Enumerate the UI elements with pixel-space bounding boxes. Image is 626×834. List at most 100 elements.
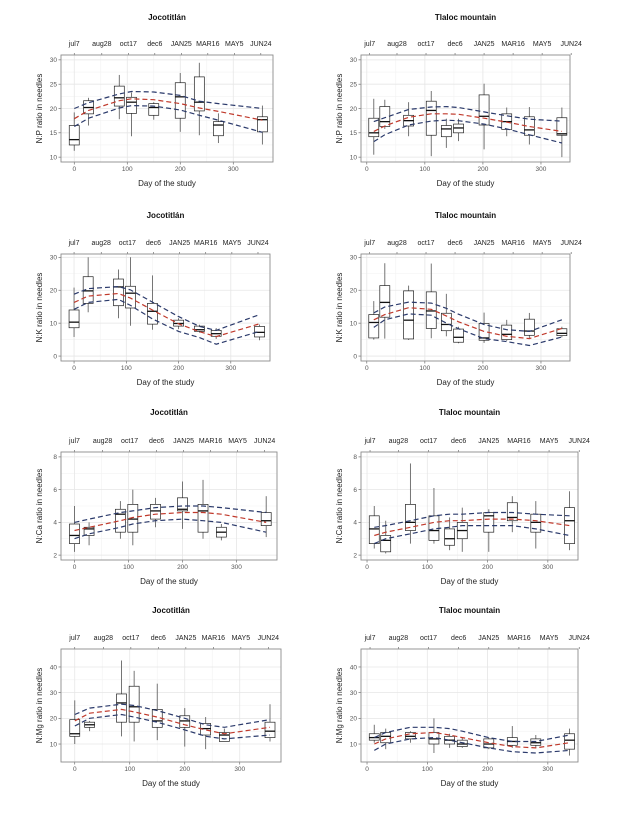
box-iqr bbox=[115, 508, 126, 533]
x-axis-label: Day of the study bbox=[138, 179, 196, 188]
fit-line bbox=[374, 731, 570, 749]
x-tick-label: 0 bbox=[73, 564, 77, 571]
x-tick-label: 200 bbox=[482, 564, 493, 571]
chart-panel-nmg-tlaloc: Tlaloc mountain jul7 aug28 oct17 dec6 JAN25 MA… bbox=[335, 606, 590, 788]
chart-title: Tlaloc mountain bbox=[439, 408, 500, 417]
y-tick-label: 10 bbox=[350, 741, 358, 748]
top-axis-label: oct17 bbox=[122, 635, 139, 642]
top-axis-label: oct17 bbox=[121, 438, 138, 445]
plot-area bbox=[61, 254, 270, 361]
box-iqr bbox=[368, 515, 380, 544]
chart-panel-nk-tlaloc: Tlaloc mountain jul7 aug28 oct17 dec6 JAN25 MA… bbox=[335, 211, 582, 387]
top-axis-label: JUN24 bbox=[254, 438, 276, 445]
box-iqr bbox=[425, 291, 437, 329]
top-axis-label: aug28 bbox=[93, 438, 113, 445]
boxplot bbox=[425, 90, 437, 157]
top-axis-label: JAN25 bbox=[169, 240, 190, 247]
y-tick-label: 20 bbox=[350, 106, 358, 113]
plot-area bbox=[361, 254, 570, 361]
fit-line bbox=[73, 292, 260, 338]
top-axis-label: dec6 bbox=[447, 240, 462, 247]
top-axis-label: dec6 bbox=[451, 635, 466, 642]
chart-title: Jocotitlán bbox=[152, 606, 190, 615]
boxplot bbox=[260, 496, 272, 538]
boxplot bbox=[126, 92, 137, 137]
box-iqr bbox=[380, 535, 392, 553]
plot-frame bbox=[60, 648, 282, 763]
box-iqr bbox=[506, 502, 518, 522]
y-tick-label: 20 bbox=[350, 716, 358, 723]
y-tick-label: 20 bbox=[50, 288, 58, 295]
x-tick-label: 100 bbox=[124, 766, 135, 773]
top-axis-label: JUN24 bbox=[569, 635, 591, 642]
top-axis-label: jul7 bbox=[68, 635, 80, 642]
fit-line bbox=[373, 113, 562, 132]
x-tick-label: 100 bbox=[422, 564, 433, 571]
x-tick-label: 100 bbox=[121, 365, 132, 372]
y-tick-label: 0 bbox=[53, 353, 57, 360]
boxplot bbox=[264, 704, 276, 742]
chart-panel-nca-tlaloc: Tlaloc mountain jul7 aug28 oct17 dec6 JAN25 MA… bbox=[335, 408, 590, 586]
box-iqr bbox=[113, 278, 124, 307]
y-axis-label: N:Ca ratio in needles bbox=[335, 469, 344, 544]
boxplot bbox=[125, 257, 136, 326]
top-axis-label: JAN25 bbox=[173, 438, 194, 445]
boxplot bbox=[69, 506, 80, 552]
boxplot bbox=[405, 463, 416, 544]
fit-line bbox=[73, 98, 263, 121]
top-axis-label: MAY5 bbox=[232, 635, 251, 642]
box-iqr bbox=[193, 76, 205, 112]
y-tick-label: 15 bbox=[50, 130, 58, 137]
gridlines bbox=[361, 452, 578, 560]
boxplot bbox=[403, 102, 414, 137]
x-tick-label: 200 bbox=[179, 766, 190, 773]
box-iqr bbox=[254, 326, 265, 338]
y-tick-label: 20 bbox=[50, 716, 58, 723]
top-axis-label: MAR16 bbox=[196, 41, 219, 48]
x-tick-label: 0 bbox=[72, 166, 76, 173]
box-iqr bbox=[478, 94, 490, 126]
boxplot bbox=[453, 326, 464, 344]
box-iqr bbox=[405, 504, 416, 531]
top-axis-label: JAN25 bbox=[175, 635, 196, 642]
boxplot bbox=[69, 700, 81, 745]
boxplot bbox=[219, 728, 230, 742]
y-tick-label: 10 bbox=[350, 154, 358, 161]
x-tick-label: 100 bbox=[419, 365, 430, 372]
chart-title: Jocotitlán bbox=[148, 13, 186, 22]
top-axis-label: oct17 bbox=[420, 635, 437, 642]
boxplot bbox=[556, 326, 568, 338]
top-axis-label: JAN25 bbox=[474, 41, 495, 48]
box-iqr bbox=[564, 507, 575, 544]
boxplot bbox=[68, 112, 80, 151]
y-tick-label: 25 bbox=[350, 81, 358, 88]
box-iqr bbox=[257, 116, 268, 133]
top-axis-label: JUN24 bbox=[247, 240, 269, 247]
box-iqr bbox=[368, 117, 380, 138]
boxplot bbox=[213, 113, 224, 144]
boxplot bbox=[177, 481, 188, 529]
ci-lower-line bbox=[74, 713, 271, 740]
plot-frame bbox=[360, 451, 579, 561]
y-tick-label: 10 bbox=[350, 320, 358, 327]
plot-frame bbox=[360, 54, 571, 163]
box-iqr bbox=[524, 318, 535, 336]
y-axis-label: N:K ratio in needles bbox=[335, 273, 344, 343]
box-iqr bbox=[264, 721, 276, 738]
top-axis-label: aug28 bbox=[91, 240, 111, 247]
y-tick-label: 20 bbox=[50, 106, 58, 113]
boxplot bbox=[506, 496, 518, 533]
box-iqr bbox=[150, 504, 161, 520]
y-tick-label: 30 bbox=[50, 57, 58, 64]
ci-upper-line bbox=[73, 285, 260, 332]
y-tick-label: 4 bbox=[53, 520, 57, 527]
ci-lower-line bbox=[73, 298, 260, 345]
x-axis-label: Day of the study bbox=[137, 378, 195, 387]
x-tick-label: 300 bbox=[225, 365, 236, 372]
top-axis-label: JAN25 bbox=[478, 438, 499, 445]
box-iqr bbox=[379, 285, 391, 318]
x-axis-label: Day of the study bbox=[142, 779, 200, 788]
fit-line bbox=[74, 708, 271, 735]
boxplot bbox=[179, 708, 191, 747]
x-tick-label: 100 bbox=[422, 766, 433, 773]
